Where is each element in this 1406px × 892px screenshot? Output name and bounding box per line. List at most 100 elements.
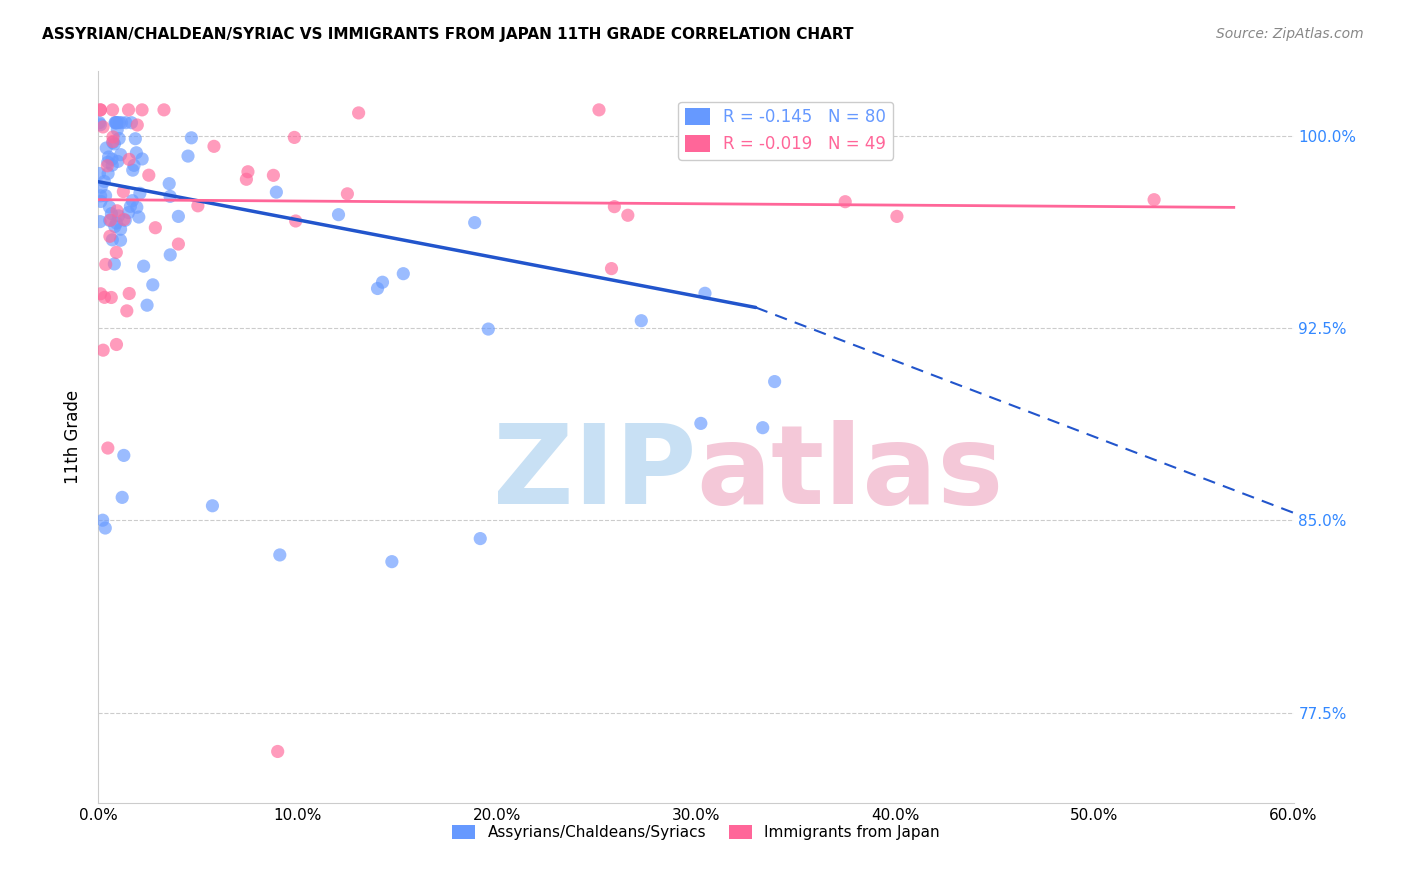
Point — [112, 212, 135, 227]
Point — [131, 152, 153, 166]
Point — [110, 147, 132, 161]
Point — [96, 159, 118, 173]
Point — [138, 168, 160, 182]
Point — [136, 298, 159, 312]
Point — [284, 214, 307, 228]
Point — [90, 180, 112, 194]
Point — [695, 122, 717, 136]
Point — [100, 290, 122, 304]
Point — [600, 261, 623, 276]
Point — [112, 449, 135, 463]
Point — [98, 229, 121, 244]
Point — [117, 103, 139, 117]
Point — [886, 210, 908, 224]
Point — [127, 118, 149, 132]
Point — [115, 116, 138, 130]
Point — [125, 145, 148, 160]
Point — [100, 206, 122, 220]
Point — [603, 200, 626, 214]
Point — [763, 375, 786, 389]
Point — [108, 116, 131, 130]
Point — [101, 135, 124, 149]
Point — [91, 343, 114, 358]
Point — [103, 136, 125, 151]
Point — [108, 131, 131, 145]
Point — [97, 150, 120, 164]
Point — [89, 103, 111, 117]
Point — [262, 169, 284, 183]
Point — [336, 186, 359, 201]
Point — [100, 213, 122, 227]
Point — [114, 213, 136, 227]
Point — [97, 167, 120, 181]
Point — [385, 808, 409, 822]
Point — [477, 322, 499, 336]
Point — [121, 163, 143, 178]
Point — [94, 521, 117, 535]
Point — [90, 194, 112, 209]
Point — [110, 116, 132, 130]
Point — [96, 141, 118, 155]
Point — [201, 499, 224, 513]
Text: atlas: atlas — [696, 420, 1004, 527]
Point — [104, 219, 127, 234]
Point — [104, 116, 127, 130]
Point — [630, 314, 652, 328]
Point — [834, 194, 856, 209]
Point — [105, 116, 128, 130]
Text: ZIP: ZIP — [492, 420, 696, 527]
Point — [101, 153, 124, 167]
Point — [97, 155, 120, 169]
Point — [94, 257, 117, 271]
Point — [115, 304, 138, 318]
Point — [110, 233, 132, 247]
Point — [157, 177, 180, 191]
Point — [105, 337, 128, 351]
Point — [107, 154, 129, 169]
Point — [689, 417, 711, 431]
Point — [267, 744, 290, 758]
Point — [381, 555, 404, 569]
Point — [464, 216, 486, 230]
Point — [120, 199, 142, 213]
Point — [693, 286, 716, 301]
Point — [90, 286, 112, 301]
Point — [143, 220, 166, 235]
Point — [105, 245, 128, 260]
Point — [142, 277, 165, 292]
Point — [235, 172, 257, 186]
Point — [93, 174, 115, 188]
Point — [128, 210, 150, 224]
Point — [98, 213, 121, 227]
Point — [112, 185, 135, 199]
Point — [347, 106, 370, 120]
Point — [91, 120, 114, 134]
Point — [101, 103, 124, 117]
Point — [269, 548, 291, 562]
Point — [101, 158, 124, 172]
Legend: Assyrians/Chaldeans/Syriacs, Immigrants from Japan: Assyrians/Chaldeans/Syriacs, Immigrants … — [446, 819, 946, 847]
Point — [97, 441, 120, 455]
Point — [93, 290, 115, 304]
Point — [105, 203, 128, 218]
Point — [110, 222, 132, 236]
Point — [103, 257, 125, 271]
Point — [94, 188, 117, 202]
Point — [101, 130, 124, 145]
Point — [177, 149, 200, 163]
Y-axis label: 11th Grade: 11th Grade — [65, 390, 83, 484]
Point — [202, 139, 225, 153]
Point — [153, 103, 176, 117]
Point — [118, 153, 141, 167]
Point — [117, 205, 139, 219]
Point — [89, 118, 111, 132]
Point — [187, 199, 209, 213]
Point — [101, 136, 124, 150]
Point — [104, 116, 127, 130]
Point — [159, 189, 181, 203]
Point — [470, 532, 492, 546]
Point — [588, 103, 610, 117]
Point — [167, 210, 190, 224]
Point — [180, 131, 202, 145]
Point — [167, 237, 190, 252]
